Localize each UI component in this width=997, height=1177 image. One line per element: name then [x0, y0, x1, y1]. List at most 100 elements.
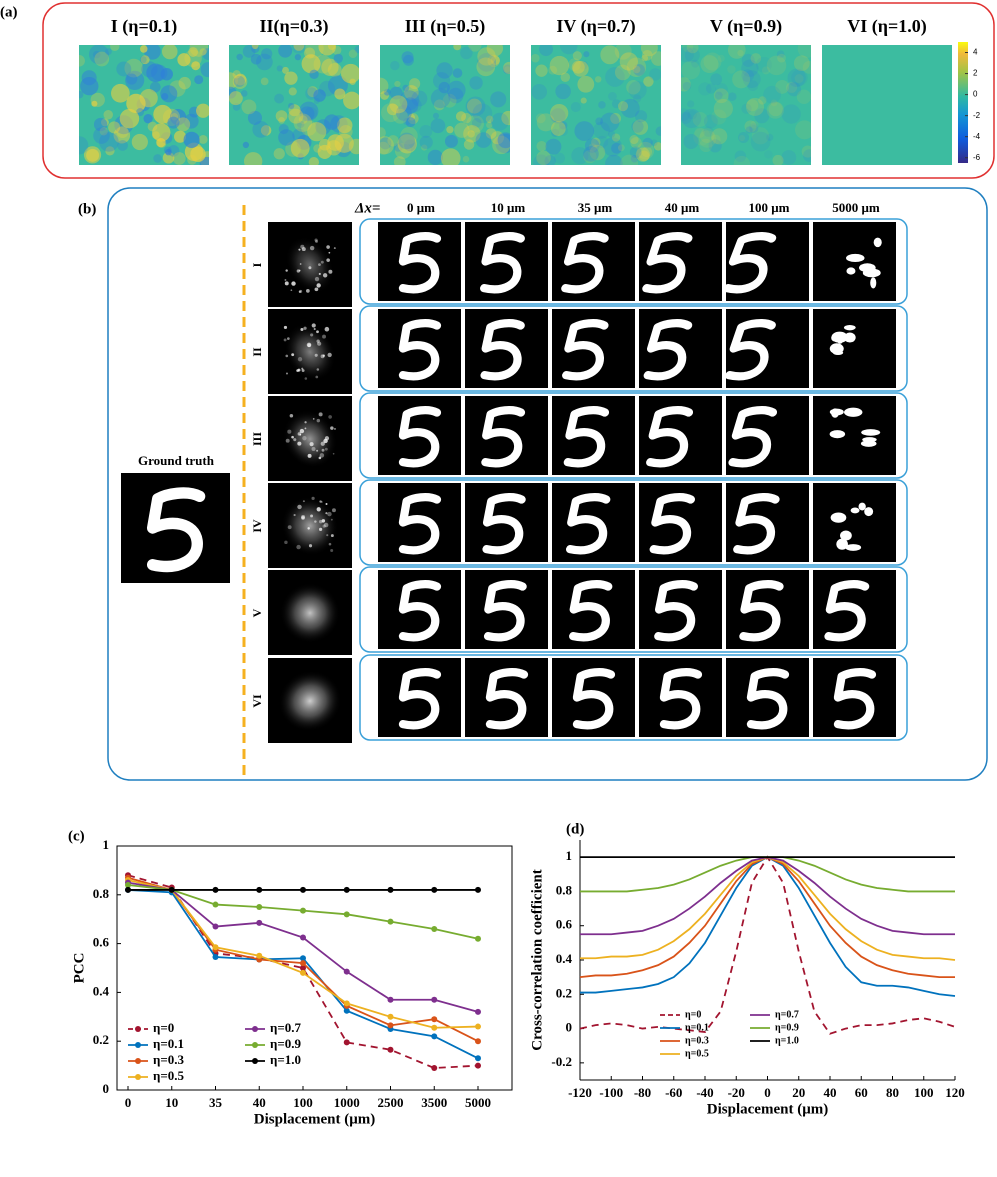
- row-label: VI: [250, 694, 264, 708]
- heatmap-blob: [583, 146, 599, 162]
- heatmap-blob: [683, 82, 692, 91]
- colorbar-tick-label: -4: [973, 132, 981, 141]
- heatmap-blob: [194, 75, 203, 84]
- heatmap-blob: [746, 99, 758, 111]
- y-tick-label: 0.4: [93, 983, 110, 998]
- heatmap: [822, 45, 952, 165]
- heatmap-blob: [649, 68, 661, 80]
- marker: [475, 1063, 481, 1069]
- speckle-dot: [284, 541, 287, 544]
- heatmap-blob: [274, 148, 285, 159]
- heatmap-blob: [750, 121, 758, 129]
- heatmap-blob: [453, 68, 463, 78]
- heatmap-blob: [173, 152, 186, 165]
- heatmap-blob: [477, 47, 495, 65]
- heatmap-blob: [328, 42, 336, 50]
- heatmap-blob: [615, 65, 631, 81]
- marker: [256, 953, 262, 959]
- marker: [300, 970, 306, 976]
- speckle-dot: [319, 273, 321, 275]
- speckle-dot: [299, 290, 302, 293]
- heatmap-blob: [304, 48, 315, 59]
- legend-label: η=0.7: [270, 1020, 302, 1035]
- speckle-dot: [316, 340, 319, 343]
- speckle-dot: [312, 323, 316, 327]
- heatmap-blob: [473, 103, 493, 123]
- heatmap-blob: [349, 49, 358, 58]
- heatmap-blob: [445, 135, 458, 148]
- x-tick-label: 100: [914, 1085, 934, 1100]
- speckle-dot: [309, 544, 312, 547]
- speckle-dot: [307, 343, 311, 347]
- speckle-dot: [334, 428, 336, 430]
- x-tick-label: 0: [125, 1095, 132, 1110]
- blob: [844, 408, 862, 417]
- heatmap-blob: [803, 61, 816, 74]
- heatmap-blob: [503, 62, 515, 74]
- y-tick-label: 0.4: [556, 951, 573, 966]
- marker: [388, 1014, 394, 1020]
- heatmap-blob: [324, 114, 339, 129]
- heatmap-blob: [428, 150, 443, 165]
- speckle-dot: [323, 439, 327, 443]
- legend-label: η=0.3: [153, 1052, 185, 1067]
- legend-marker: [135, 1058, 141, 1064]
- speckle-dot: [319, 412, 323, 416]
- speckle-dot: [285, 355, 288, 358]
- displacement-header: 35 μm: [578, 200, 613, 215]
- heatmap-blob: [156, 138, 165, 147]
- blob: [830, 409, 844, 416]
- heatmap-blob: [292, 40, 306, 54]
- displacement-header: 10 μm: [491, 200, 526, 215]
- heatmap-blob: [431, 119, 446, 134]
- series-line: [580, 857, 955, 977]
- heatmap-blob: [184, 132, 200, 148]
- speckle-dot: [323, 273, 327, 277]
- heatmap-blob: [573, 61, 589, 77]
- heatmap-blob: [389, 95, 407, 113]
- heatmap-blob: [403, 55, 414, 66]
- panel-title: II(η=0.3): [260, 16, 329, 37]
- legend-label: η=0.1: [153, 1036, 184, 1051]
- heatmap-blob: [372, 78, 389, 95]
- heatmap-blob: [798, 39, 817, 58]
- heatmap-blob: [233, 70, 241, 78]
- legend-marker: [135, 1026, 141, 1032]
- speckle-dot: [291, 436, 294, 439]
- heatmap-blob: [797, 90, 811, 104]
- marker: [388, 887, 394, 893]
- x-axis-label: Displacement (μm): [707, 1101, 828, 1117]
- speckle-dot: [287, 430, 291, 434]
- speckle-dot: [330, 549, 333, 552]
- speckle-dot: [321, 261, 324, 264]
- x-tick-label: 10: [165, 1095, 178, 1110]
- row-label: IV: [250, 519, 264, 533]
- colorbar-tick-label: 0: [973, 90, 978, 99]
- heatmap-blob: [469, 76, 482, 89]
- heatmap-blob: [288, 103, 294, 109]
- heatmap-blob: [574, 121, 594, 141]
- speckle-dot: [320, 453, 325, 458]
- marker: [256, 920, 262, 926]
- x-tick-label: 20: [792, 1085, 805, 1100]
- blob: [851, 507, 860, 513]
- legend-marker: [252, 1026, 258, 1032]
- speckle-dot: [300, 263, 302, 265]
- heatmap-blob: [167, 117, 179, 129]
- heatmap-blob: [490, 91, 506, 107]
- heatmap-blob: [289, 87, 297, 95]
- x-tick-label: -60: [665, 1085, 682, 1100]
- y-tick-label: 0.2: [556, 985, 572, 1000]
- speckle-dot: [315, 354, 318, 357]
- y-tick-label: 0.6: [93, 935, 110, 950]
- heatmap-blob: [600, 113, 619, 132]
- panel-title: I (η=0.1): [111, 16, 177, 37]
- speckle-dot: [319, 520, 323, 524]
- speckle-dot: [325, 327, 330, 332]
- speckle-dot: [298, 432, 302, 436]
- y-tick-label: 0.8: [556, 882, 573, 897]
- speckle-dot: [285, 281, 289, 285]
- heatmap-blob: [261, 78, 269, 86]
- heatmap-blob: [491, 113, 509, 131]
- heatmap-blob: [583, 51, 589, 57]
